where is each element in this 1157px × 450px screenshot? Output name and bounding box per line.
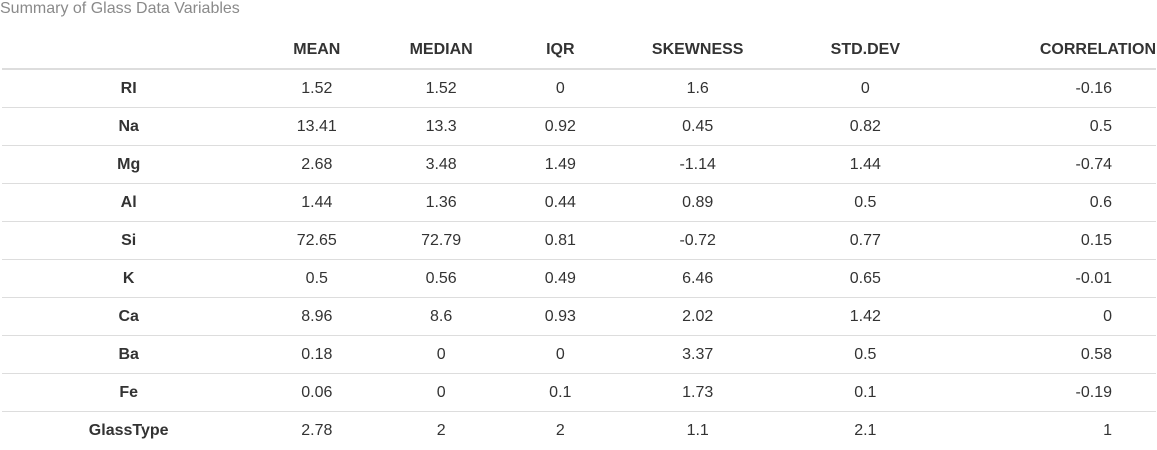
iqr-cell: 0 <box>504 69 617 108</box>
header-row: MEAN MEDIAN IQR SKEWNESS STD.DEV CORRELA… <box>2 32 1156 70</box>
std-dev-cell: 0.5 <box>778 335 952 374</box>
iqr-cell: 0.1 <box>504 373 617 412</box>
column-header-skewness: SKEWNESS <box>616 32 779 70</box>
table-row: Al 1.44 1.36 0.44 0.89 0.5 0.6 <box>2 183 1156 222</box>
median-cell: 8.6 <box>378 297 505 336</box>
iqr-cell: 0.44 <box>504 183 617 222</box>
median-cell: 0.56 <box>378 259 505 298</box>
mean-cell: 0.18 <box>255 335 379 374</box>
row-label: Fe <box>2 373 256 412</box>
column-header-median: MEDIAN <box>378 32 505 70</box>
correlation-cell: 0 <box>951 297 1156 336</box>
median-cell: 2 <box>436 421 446 439</box>
skewness-cell: -0.72 <box>616 221 779 260</box>
skewness-cell: 1.1 <box>686 421 709 439</box>
table-row: Ba 0.18 0 0 3.37 0.5 0.58 <box>2 335 1156 374</box>
table-row: Si 72.65 72.79 0.81 -0.72 0.77 0.15 <box>2 221 1156 260</box>
std-dev-cell: 0.82 <box>778 107 952 146</box>
row-label: Ba <box>2 335 256 374</box>
correlation-cell: 0.58 <box>951 335 1156 374</box>
row-label: Na <box>2 107 256 146</box>
mean-cell: 2.78 <box>301 421 333 439</box>
skewness-cell: 2.02 <box>616 297 779 336</box>
skewness-cell: 0.45 <box>616 107 779 146</box>
median-cell: 1.36 <box>378 183 505 222</box>
row-label: Si <box>2 221 256 260</box>
row-label: RI <box>2 69 256 108</box>
median-cell: 0 <box>378 335 505 374</box>
std-dev-cell: 2.1 <box>854 421 877 439</box>
mean-cell: 0.06 <box>255 373 379 412</box>
std-dev-cell: 0.1 <box>778 373 952 412</box>
std-dev-cell: 1.44 <box>778 145 952 184</box>
std-dev-cell: 1.42 <box>778 297 952 336</box>
mean-cell: 8.96 <box>255 297 379 336</box>
std-dev-cell: 0.5 <box>778 183 952 222</box>
iqr-cell: 0.81 <box>504 221 617 260</box>
mean-cell: 2.68 <box>255 145 379 184</box>
column-header-iqr: IQR <box>504 32 617 70</box>
table-row: Ca 8.96 8.6 0.93 2.02 1.42 0 <box>2 297 1156 336</box>
std-dev-cell: 0 <box>778 69 952 108</box>
skewness-cell: 6.46 <box>616 259 779 298</box>
table-caption: Summary of Glass Data Variables <box>0 0 240 17</box>
table-row: Na 13.41 13.3 0.92 0.45 0.82 0.5 <box>2 107 1156 146</box>
median-cell: 1.52 <box>378 69 505 108</box>
std-dev-cell: 0.77 <box>778 221 952 260</box>
iqr-cell: 0.93 <box>504 297 617 336</box>
correlation-cell: 1 <box>1103 421 1112 439</box>
median-cell: 0 <box>378 373 505 412</box>
mean-cell: 13.41 <box>255 107 379 146</box>
correlation-cell: -0.16 <box>951 69 1156 108</box>
skewness-cell: 1.73 <box>616 373 779 412</box>
iqr-cell: 1.49 <box>504 145 617 184</box>
iqr-cell: 0 <box>504 335 617 374</box>
median-cell: 13.3 <box>378 107 505 146</box>
correlation-cell: -0.01 <box>951 259 1156 298</box>
column-header-mean: MEAN <box>255 32 379 70</box>
median-cell: 72.79 <box>378 221 505 260</box>
column-header-std-dev: STD.DEV <box>778 32 952 70</box>
mean-cell: 1.52 <box>255 69 379 108</box>
correlation-cell: -0.19 <box>951 373 1156 412</box>
table-row: GlassType 2.78 2 2 1.1 2.1 1 <box>2 412 1156 450</box>
correlation-cell: 0.15 <box>951 221 1156 260</box>
skewness-cell: -1.14 <box>616 145 779 184</box>
mean-cell: 1.44 <box>255 183 379 222</box>
table-row: Mg 2.68 3.48 1.49 -1.14 1.44 -0.74 <box>2 145 1156 184</box>
column-header-variable <box>2 32 256 70</box>
correlation-cell: 0.5 <box>951 107 1156 146</box>
mean-cell: 0.5 <box>255 259 379 298</box>
iqr-cell: 0.92 <box>504 107 617 146</box>
table-row: RI 1.52 1.52 0 1.6 0 -0.16 <box>2 69 1156 108</box>
std-dev-cell: 0.65 <box>778 259 952 298</box>
skewness-cell: 1.6 <box>616 69 779 108</box>
row-label: K <box>2 259 256 298</box>
skewness-cell: 3.37 <box>616 335 779 374</box>
table-row: Fe 0.06 0 0.1 1.73 0.1 -0.19 <box>2 373 1156 412</box>
median-cell: 3.48 <box>378 145 505 184</box>
skewness-cell: 0.89 <box>616 183 779 222</box>
column-header-correlation: CORRELATION <box>951 32 1156 70</box>
row-label: Al <box>2 183 256 222</box>
row-label: GlassType <box>88 421 169 439</box>
iqr-cell: 2 <box>555 421 565 439</box>
row-label: Ca <box>2 297 256 336</box>
iqr-cell: 0.49 <box>504 259 617 298</box>
row-label: Mg <box>2 145 256 184</box>
mean-cell: 72.65 <box>255 221 379 260</box>
summary-table: MEAN MEDIAN IQR SKEWNESS STD.DEV CORRELA… <box>2 32 1156 449</box>
table-body: RI 1.52 1.52 0 1.6 0 -0.16 Na 13.41 13.3 0.92 0.45 0… <box>2 69 1156 449</box>
correlation-cell: -0.74 <box>951 145 1156 184</box>
correlation-cell: 0.6 <box>951 183 1156 222</box>
table-row: K 0.5 0.56 0.49 6.46 0.65 -0.01 <box>2 259 1156 298</box>
